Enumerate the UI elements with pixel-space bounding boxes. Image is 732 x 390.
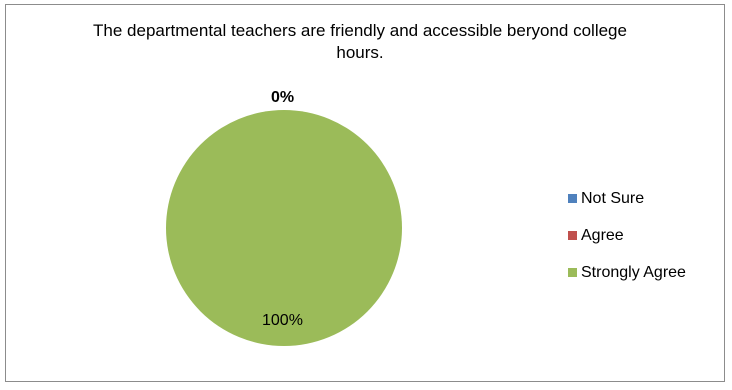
data-label-not-sure: 0% bbox=[271, 89, 295, 106]
data-label-strongly-agree: 100% bbox=[262, 312, 303, 329]
legend-item-strongly-agree: Strongly Agree bbox=[568, 254, 686, 291]
legend-swatch-not-sure bbox=[568, 194, 577, 203]
legend-swatch-agree bbox=[568, 231, 577, 240]
legend-label-strongly-agree: Strongly Agree bbox=[581, 263, 686, 281]
legend-label-not-sure: Not Sure bbox=[581, 189, 645, 207]
chart-legend: Not Sure Agree Strongly Agree bbox=[568, 180, 686, 291]
legend-item-not-sure: Not Sure bbox=[568, 180, 686, 217]
pie-slice-strongly-agree bbox=[166, 110, 402, 346]
legend-label-agree: Agree bbox=[581, 226, 624, 244]
legend-item-agree: Agree bbox=[568, 217, 686, 254]
legend-swatch-strongly-agree bbox=[568, 268, 577, 277]
chart-title: The departmental teachers are friendly a… bbox=[93, 21, 627, 62]
